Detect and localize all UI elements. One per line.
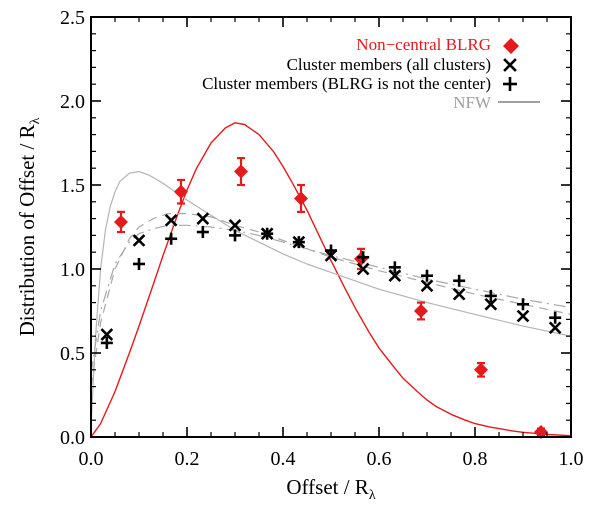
cross-marker-all-clusters [164, 213, 178, 227]
legend-label-nfw: NFW [453, 93, 492, 112]
plus-marker-not-center [421, 269, 433, 282]
plus-marker-not-center [357, 251, 370, 264]
plus-marker-not-center [261, 227, 274, 240]
cross-marker-all-clusters [132, 234, 146, 247]
y-tick-label: 1.5 [60, 175, 85, 197]
plus-marker-not-center [196, 226, 209, 239]
cross-marker-stroke [356, 262, 370, 276]
y-axis-title-subscript: λ [28, 117, 43, 124]
cross-marker-all-clusters [100, 328, 114, 341]
x-tick-label: 0.2 [175, 448, 200, 470]
plus-marker-not-center [549, 311, 562, 324]
cross-marker-stroke [228, 218, 242, 232]
plot-area [90, 122, 572, 439]
x-axis-title-main: Offset / R [286, 475, 368, 499]
diamond-marker-blrg [114, 214, 128, 229]
legend-marker-x [503, 58, 517, 72]
cross-marker-all-clusters [388, 269, 402, 283]
nfw-curve-solid [90, 171, 572, 429]
cross-marker-all-clusters [356, 262, 370, 276]
x-tick-label: 0.6 [367, 448, 392, 470]
cross-marker-all-clusters [484, 297, 498, 311]
legend-label-blrg: Non−central BLRG [356, 35, 491, 54]
cross-marker-stroke [388, 269, 402, 283]
cross-marker-all-clusters [196, 212, 210, 225]
cross-marker-stroke [196, 212, 210, 225]
y-tick-label: 0.0 [60, 427, 85, 449]
plus-marker-not-center [484, 289, 497, 302]
legend-marker-plus [503, 77, 517, 91]
diamond-marker-blrg [474, 362, 488, 377]
plus-marker-not-center [165, 232, 178, 245]
x-axis-title: Offset / Rλ [286, 475, 375, 503]
x-tick-label: 0.0 [79, 448, 104, 470]
y-tick-label: 2.5 [60, 7, 85, 29]
diamond-marker-blrg [414, 304, 428, 318]
x-axis-title-subscript: λ [369, 488, 376, 503]
cross-marker-stroke [452, 287, 466, 301]
legend-label-not-center: Cluster members (BLRG is not the center) [202, 74, 491, 93]
cross-marker-stroke [548, 321, 562, 335]
axis-ticks: 0.0 0.2 0.4 0.6 0.8 1.0 0.0 0.5 1.0 1.5 2.0 2.5 [60, 7, 584, 470]
diamond-marker-blrg [534, 424, 548, 439]
y-tick-label: 1.0 [60, 259, 85, 281]
diamond-marker-blrg [174, 184, 188, 199]
cross-marker-all-clusters [452, 287, 466, 301]
plus-marker-not-center [100, 336, 113, 349]
legend-label-all-clusters: Cluster members (all clusters) [287, 55, 491, 74]
cross-marker-stroke [100, 328, 114, 341]
y-tick-label: 0.5 [60, 343, 85, 365]
cross-marker-all-clusters [516, 309, 530, 323]
y-axis-title: Distribution of Offset / Rλ [15, 117, 43, 336]
y-axis-title-main: Distribution of Offset / R [15, 124, 39, 336]
plus-marker-not-center [453, 274, 466, 287]
cross-marker-stroke [484, 297, 498, 311]
diamond-marker-blrg [234, 164, 248, 179]
plus-marker-not-center [325, 244, 337, 257]
cross-marker-stroke [420, 279, 434, 293]
diamond-marker-blrg [354, 251, 368, 266]
legend: Non−central BLRG Cluster members (all cl… [202, 35, 540, 112]
x-tick-label: 0.4 [271, 448, 296, 470]
y-tick-label: 2.0 [60, 91, 85, 113]
plus-marker-not-center [517, 298, 529, 311]
cross-marker-all-clusters [228, 218, 242, 232]
plus-marker-not-center [292, 236, 305, 249]
cross-marker-stroke [132, 234, 146, 247]
legend-marker-diamond [503, 38, 519, 54]
nfw-curve-dashed [90, 213, 572, 387]
fit-curve-red [90, 122, 572, 438]
diamond-marker-blrg [294, 191, 308, 206]
x-tick-label: 0.8 [463, 448, 488, 470]
cross-marker-all-clusters [420, 279, 434, 293]
plus-marker-not-center [388, 261, 401, 274]
cross-marker-stroke [164, 213, 178, 227]
cross-marker-stroke [516, 309, 530, 323]
plus-marker-not-center [229, 229, 241, 242]
x-tick-label: 1.0 [559, 448, 584, 470]
cross-marker-all-clusters [548, 321, 562, 335]
plus-marker-not-center [133, 257, 145, 270]
